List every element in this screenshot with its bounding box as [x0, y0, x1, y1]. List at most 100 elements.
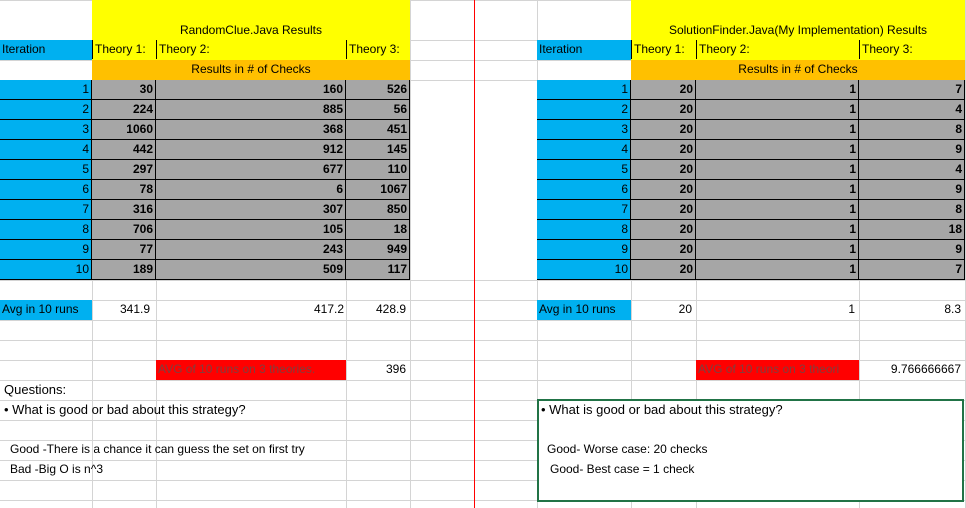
right-cell-t2-row-5[interactable]: 1 [696, 160, 859, 180]
right-cell-t1-row-5[interactable]: 20 [631, 160, 696, 180]
right-cell-t2-row-7[interactable]: 1 [696, 200, 859, 220]
left-avg-t2[interactable]: 417.2 [313, 302, 344, 316]
right-cell-i-row-4[interactable]: 4 [537, 140, 631, 160]
right-cell-i-row-9[interactable]: 9 [537, 240, 631, 260]
right-iteration-header[interactable]: Iteration [539, 42, 583, 56]
selected-range[interactable] [537, 399, 964, 502]
left-cell-t2-row-3[interactable]: 368 [156, 120, 346, 140]
right-theory2-header[interactable]: Theory 2: [696, 40, 859, 59]
left-answer-bad[interactable]: Bad -Big O is n^3 [10, 462, 104, 476]
left-cell-t2-row-7[interactable]: 307 [156, 200, 346, 220]
left-cell-t2-row-1[interactable]: 160 [156, 80, 346, 100]
left-cell-t2-row-4[interactable]: 912 [156, 140, 346, 160]
left-answer-good[interactable]: Good -There is a chance it can guess the… [10, 442, 305, 456]
right-cell-i-row-6[interactable]: 6 [537, 180, 631, 200]
left-cell-t3-row-8[interactable]: 18 [346, 220, 410, 240]
right-question[interactable]: • What is good or bad about this strateg… [541, 402, 783, 417]
left-cell-i-row-3[interactable]: 3 [0, 120, 92, 140]
left-cell-t1-row-6[interactable]: 78 [92, 180, 156, 200]
right-cell-t3-row-8[interactable]: 18 [859, 220, 965, 240]
left-cell-i-row-6[interactable]: 6 [0, 180, 92, 200]
right-cell-t3-row-6[interactable]: 9 [859, 180, 965, 200]
right-cell-t1-row-1[interactable]: 20 [631, 80, 696, 100]
left-cell-t1-row-1[interactable]: 30 [92, 80, 156, 100]
right-cell-t3-row-4[interactable]: 9 [859, 140, 965, 160]
right-cell-t2-row-6[interactable]: 1 [696, 180, 859, 200]
left-cell-t2-row-5[interactable]: 677 [156, 160, 346, 180]
left-cell-t1-row-5[interactable]: 297 [92, 160, 156, 180]
right-avg-t1[interactable]: 20 [678, 302, 692, 316]
right-cell-t3-row-2[interactable]: 4 [859, 100, 965, 120]
left-avg-all-value[interactable]: 396 [385, 362, 406, 376]
right-theory3-header[interactable]: Theory 3: [859, 40, 965, 59]
left-cell-i-row-1[interactable]: 1 [0, 80, 92, 100]
left-question[interactable]: • What is good or bad about this strateg… [4, 402, 246, 417]
right-cell-t2-row-3[interactable]: 1 [696, 120, 859, 140]
right-cell-t1-row-3[interactable]: 20 [631, 120, 696, 140]
right-cell-i-row-2[interactable]: 2 [537, 100, 631, 120]
right-cell-i-row-3[interactable]: 3 [537, 120, 631, 140]
right-cell-t3-row-10[interactable]: 7 [859, 260, 965, 280]
left-cell-t1-row-2[interactable]: 224 [92, 100, 156, 120]
left-cell-t1-row-4[interactable]: 442 [92, 140, 156, 160]
left-theory2-header[interactable]: Theory 2: [156, 40, 346, 59]
right-cell-t1-row-6[interactable]: 20 [631, 180, 696, 200]
right-cell-t2-row-4[interactable]: 1 [696, 140, 859, 160]
right-cell-i-row-8[interactable]: 8 [537, 220, 631, 240]
left-cell-i-row-4[interactable]: 4 [0, 140, 92, 160]
left-theory1-header[interactable]: Theory 1: [92, 40, 156, 59]
questions-label[interactable]: Questions: [4, 382, 67, 397]
right-cell-i-row-5[interactable]: 5 [537, 160, 631, 180]
left-results-label[interactable]: Results in # of Checks [191, 62, 311, 76]
right-cell-t3-row-9[interactable]: 9 [859, 240, 965, 260]
left-cell-t3-row-7[interactable]: 850 [346, 200, 410, 220]
left-cell-t2-row-9[interactable]: 243 [156, 240, 346, 260]
right-cell-t3-row-7[interactable]: 8 [859, 200, 965, 220]
right-avg-label[interactable]: Avg in 10 runs [539, 302, 616, 316]
left-avg-all-label[interactable]: AVG of 10 runs on 3 theories. [158, 362, 316, 376]
right-cell-t3-row-5[interactable]: 4 [859, 160, 965, 180]
right-cell-t3-row-3[interactable]: 8 [859, 120, 965, 140]
right-avg-t3[interactable]: 8.3 [944, 302, 961, 316]
left-cell-t2-row-2[interactable]: 885 [156, 100, 346, 120]
right-cell-t2-row-10[interactable]: 1 [696, 260, 859, 280]
right-answer-good-best[interactable]: Good- Best case = 1 check [550, 462, 695, 476]
right-cell-t1-row-8[interactable]: 20 [631, 220, 696, 240]
left-cell-t1-row-10[interactable]: 189 [92, 260, 156, 280]
left-cell-t3-row-3[interactable]: 451 [346, 120, 410, 140]
left-cell-t1-row-3[interactable]: 1060 [92, 120, 156, 140]
left-title[interactable]: RandomClue.Java Results [179, 23, 323, 37]
right-cell-i-row-10[interactable]: 10 [537, 260, 631, 280]
right-avg-t2[interactable]: 1 [848, 302, 855, 316]
right-cell-i-row-1[interactable]: 1 [537, 80, 631, 100]
left-cell-t3-row-1[interactable]: 526 [346, 80, 410, 100]
left-cell-t2-row-6[interactable]: 6 [156, 180, 346, 200]
left-cell-i-row-8[interactable]: 8 [0, 220, 92, 240]
left-cell-t1-row-8[interactable]: 706 [92, 220, 156, 240]
left-cell-t3-row-9[interactable]: 949 [346, 240, 410, 260]
right-cell-t2-row-2[interactable]: 1 [696, 100, 859, 120]
left-cell-t2-row-8[interactable]: 105 [156, 220, 346, 240]
right-cell-t1-row-4[interactable]: 20 [631, 140, 696, 160]
left-cell-t3-row-10[interactable]: 117 [346, 260, 410, 280]
left-cell-i-row-7[interactable]: 7 [0, 200, 92, 220]
right-theory1-header[interactable]: Theory 1: [631, 40, 696, 59]
right-cell-t1-row-9[interactable]: 20 [631, 240, 696, 260]
left-cell-i-row-9[interactable]: 9 [0, 240, 92, 260]
right-cell-t3-row-1[interactable]: 7 [859, 80, 965, 100]
right-cell-t2-row-9[interactable]: 1 [696, 240, 859, 260]
left-cell-t3-row-2[interactable]: 56 [346, 100, 410, 120]
right-cell-t2-row-8[interactable]: 1 [696, 220, 859, 240]
right-answer-good-worst[interactable]: Good- Worse case: 20 checks [547, 442, 708, 456]
left-cell-t3-row-6[interactable]: 1067 [346, 180, 410, 200]
right-cell-t1-row-7[interactable]: 20 [631, 200, 696, 220]
left-cell-i-row-2[interactable]: 2 [0, 100, 92, 120]
right-cell-t1-row-2[interactable]: 20 [631, 100, 696, 120]
right-cell-t2-row-1[interactable]: 1 [696, 80, 859, 100]
right-results-label[interactable]: Results in # of Checks [738, 62, 858, 76]
left-iteration-header[interactable]: Iteration [2, 42, 46, 56]
left-cell-i-row-5[interactable]: 5 [0, 160, 92, 180]
left-cell-t1-row-9[interactable]: 77 [92, 240, 156, 260]
left-cell-t3-row-5[interactable]: 110 [346, 160, 410, 180]
